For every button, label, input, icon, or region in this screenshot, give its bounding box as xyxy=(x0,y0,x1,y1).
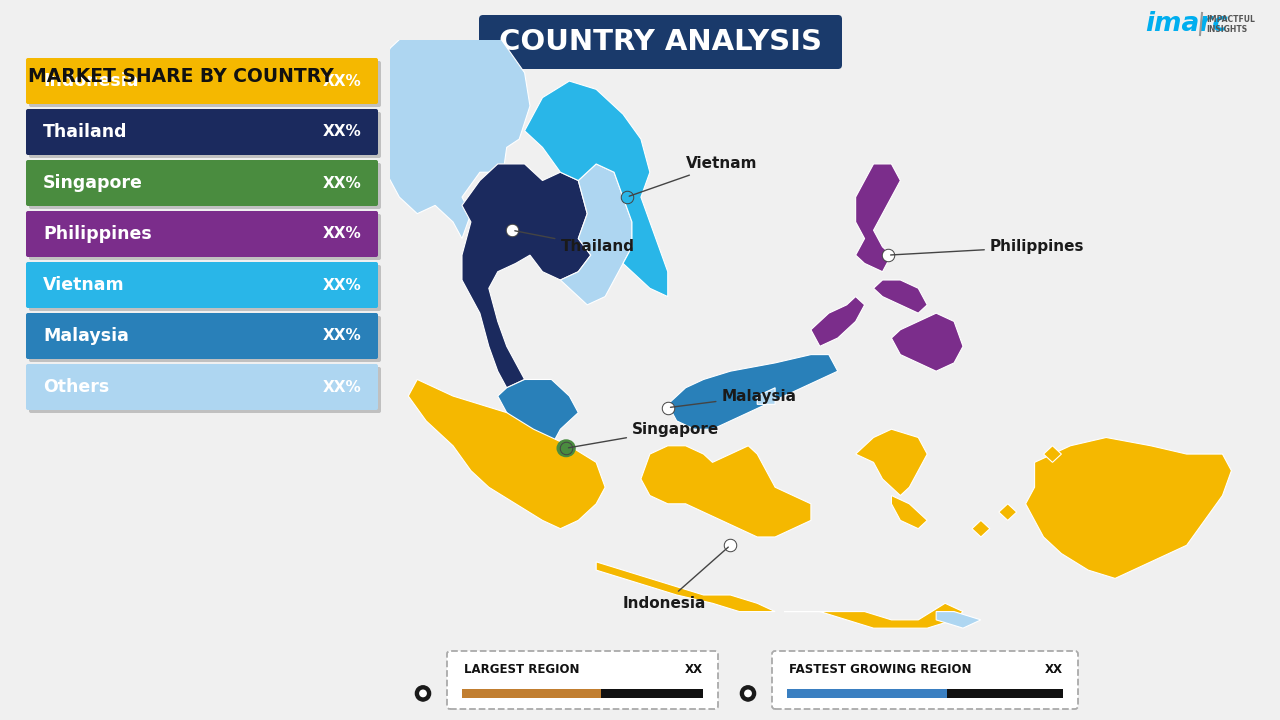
FancyBboxPatch shape xyxy=(26,58,378,104)
Text: Thailand: Thailand xyxy=(515,231,635,254)
Polygon shape xyxy=(873,280,927,313)
Polygon shape xyxy=(408,379,605,528)
Polygon shape xyxy=(785,603,963,628)
Text: imarc: imarc xyxy=(1146,11,1228,37)
Polygon shape xyxy=(525,81,668,297)
Bar xyxy=(787,689,947,698)
Text: Malaysia: Malaysia xyxy=(671,389,796,408)
Text: XX: XX xyxy=(685,663,703,676)
Text: Philippines: Philippines xyxy=(891,239,1084,255)
Text: FASTEST GROWING REGION: FASTEST GROWING REGION xyxy=(788,663,972,676)
Text: XX%: XX% xyxy=(323,125,361,140)
Text: COUNTRY ANALYSIS: COUNTRY ANALYSIS xyxy=(499,28,822,56)
Circle shape xyxy=(416,685,430,701)
Polygon shape xyxy=(742,693,754,701)
Text: XX: XX xyxy=(1044,663,1062,676)
Text: Singapore: Singapore xyxy=(44,174,143,192)
Polygon shape xyxy=(668,354,837,429)
Text: LARGEST REGION: LARGEST REGION xyxy=(465,663,580,676)
FancyBboxPatch shape xyxy=(29,214,381,260)
Polygon shape xyxy=(855,429,927,495)
Text: XX%: XX% xyxy=(323,176,361,191)
Polygon shape xyxy=(936,611,980,628)
Circle shape xyxy=(745,690,751,697)
Polygon shape xyxy=(498,379,579,446)
FancyBboxPatch shape xyxy=(26,109,378,155)
Text: XX%: XX% xyxy=(323,328,361,343)
Text: Vietnam: Vietnam xyxy=(44,276,124,294)
Bar xyxy=(947,689,1062,698)
Polygon shape xyxy=(972,521,989,537)
Polygon shape xyxy=(417,693,429,701)
FancyBboxPatch shape xyxy=(26,160,378,206)
Text: Philippines: Philippines xyxy=(44,225,152,243)
FancyBboxPatch shape xyxy=(29,61,381,107)
FancyBboxPatch shape xyxy=(26,211,378,257)
Text: Thailand: Thailand xyxy=(44,123,128,141)
FancyBboxPatch shape xyxy=(29,316,381,362)
Polygon shape xyxy=(891,495,927,528)
Polygon shape xyxy=(998,504,1016,521)
FancyBboxPatch shape xyxy=(447,651,718,709)
FancyBboxPatch shape xyxy=(26,313,378,359)
Circle shape xyxy=(740,685,755,701)
Text: XX%: XX% xyxy=(323,277,361,292)
Text: INSIGHTS: INSIGHTS xyxy=(1206,24,1247,34)
Polygon shape xyxy=(561,164,632,305)
Text: Indonesia: Indonesia xyxy=(623,547,728,611)
Text: Others: Others xyxy=(44,378,109,396)
Text: XX%: XX% xyxy=(323,227,361,241)
Bar xyxy=(602,689,703,698)
FancyBboxPatch shape xyxy=(26,364,378,410)
Text: MARKET SHARE BY COUNTRY: MARKET SHARE BY COUNTRY xyxy=(28,68,334,86)
Polygon shape xyxy=(891,313,963,372)
Polygon shape xyxy=(855,164,900,271)
FancyBboxPatch shape xyxy=(29,163,381,209)
Polygon shape xyxy=(812,297,864,346)
Circle shape xyxy=(420,690,426,697)
FancyBboxPatch shape xyxy=(29,265,381,311)
Polygon shape xyxy=(1025,438,1231,578)
Polygon shape xyxy=(462,164,591,388)
Text: XX%: XX% xyxy=(323,379,361,395)
Polygon shape xyxy=(596,562,776,611)
FancyBboxPatch shape xyxy=(772,651,1078,709)
Polygon shape xyxy=(641,446,812,537)
Polygon shape xyxy=(758,388,776,405)
Bar xyxy=(462,689,602,698)
FancyBboxPatch shape xyxy=(479,15,842,69)
Polygon shape xyxy=(364,0,530,238)
Circle shape xyxy=(557,440,575,456)
FancyBboxPatch shape xyxy=(29,367,381,413)
Text: XX%: XX% xyxy=(323,73,361,89)
Text: Singapore: Singapore xyxy=(568,422,719,448)
Text: Vietnam: Vietnam xyxy=(630,156,758,196)
Text: Malaysia: Malaysia xyxy=(44,327,129,345)
Text: Indonesia: Indonesia xyxy=(44,72,138,90)
FancyBboxPatch shape xyxy=(26,262,378,308)
FancyBboxPatch shape xyxy=(29,112,381,158)
Polygon shape xyxy=(1043,446,1061,462)
Text: IMPACTFUL: IMPACTFUL xyxy=(1206,16,1254,24)
